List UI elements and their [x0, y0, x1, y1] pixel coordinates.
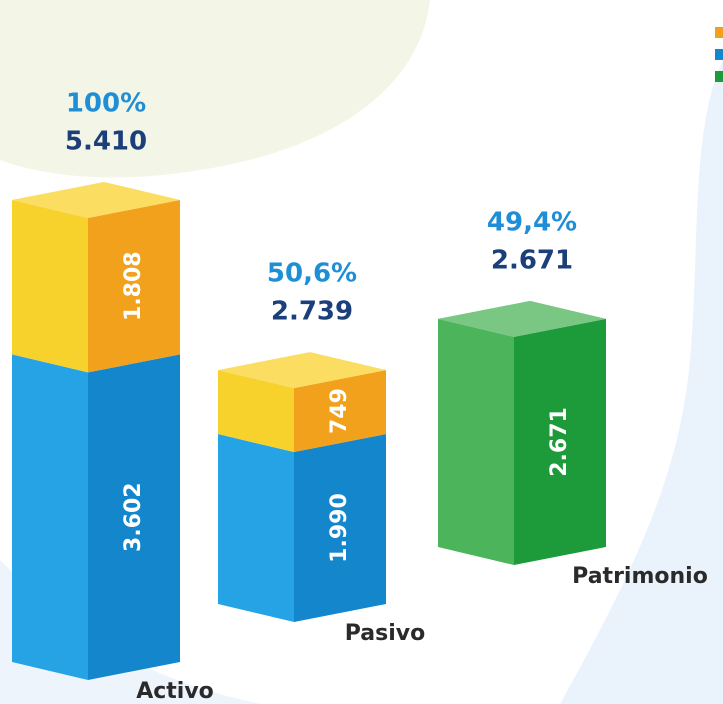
- percent-label: 50,6%: [267, 259, 357, 289]
- segment-label: 3.602: [121, 482, 146, 552]
- bar-side: [88, 354, 180, 680]
- bar-side: [294, 434, 386, 622]
- background-shape: [0, 0, 430, 178]
- bar-face: [12, 354, 88, 680]
- legend-swatch: [715, 49, 723, 60]
- bar-top-shine: [438, 300, 606, 337]
- bar-face: [218, 370, 294, 453]
- segment-label: 1.990: [327, 493, 352, 563]
- total-label: 2.739: [271, 297, 353, 327]
- category-label: Patrimonio: [572, 564, 708, 589]
- bar-face: [12, 199, 88, 373]
- bar-top: [218, 352, 386, 389]
- legend-swatch: [715, 71, 723, 82]
- category-label: Pasivo: [345, 621, 425, 646]
- bar-side: [514, 318, 606, 565]
- bar-top-shine: [12, 181, 180, 218]
- bar-face: [438, 318, 514, 565]
- total-label: 2.671: [491, 245, 573, 275]
- bar-top: [438, 300, 606, 337]
- bar-face: [218, 434, 294, 622]
- bar-top: [12, 181, 180, 218]
- segment-label: 1.808: [121, 251, 146, 321]
- bar-top-shine: [218, 352, 386, 389]
- bar-side: [294, 370, 386, 453]
- segment-label: 2.671: [547, 407, 572, 477]
- legend-swatch: [715, 27, 723, 38]
- total-label: 5.410: [65, 126, 147, 156]
- percent-label: 100%: [66, 88, 146, 118]
- percent-label: 49,4%: [487, 207, 577, 237]
- background-shape: [560, 60, 723, 704]
- category-label: Activo: [136, 679, 214, 704]
- segment-label: 749: [327, 388, 352, 434]
- bar-side: [88, 199, 180, 373]
